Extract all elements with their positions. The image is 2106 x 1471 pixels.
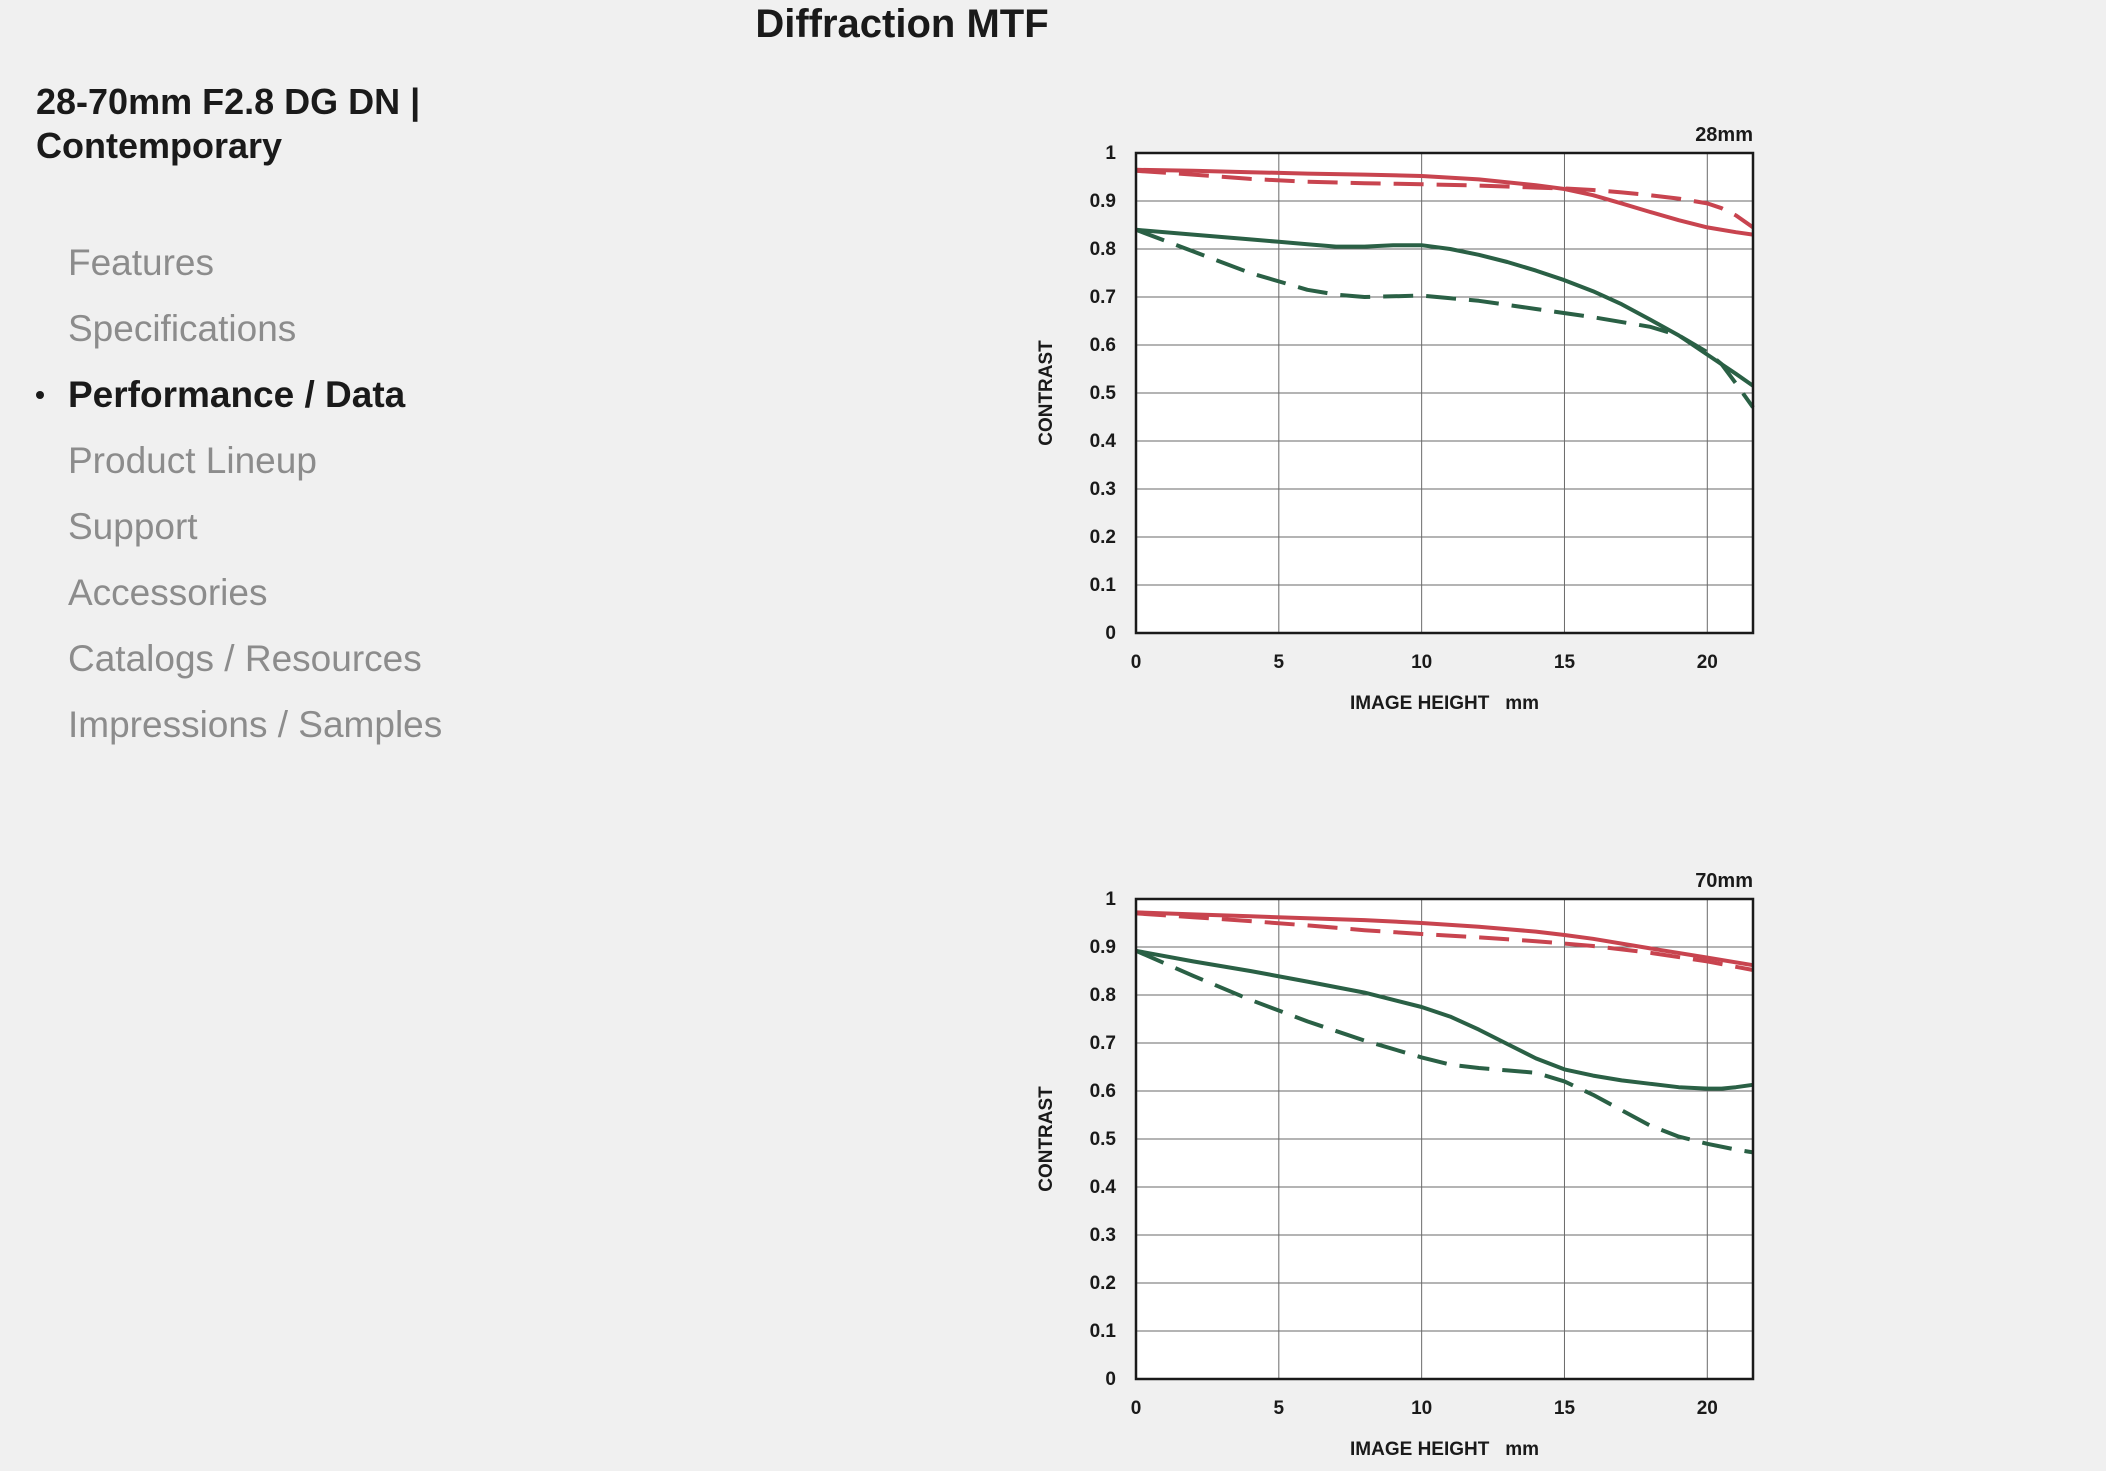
y-tick-label: 0.2 <box>1090 1273 1116 1294</box>
y-tick-label: 0.6 <box>1090 1081 1116 1102</box>
y-tick-label: 0.3 <box>1090 1225 1116 1246</box>
x-tick-label: 5 <box>1274 652 1285 673</box>
y-tick-label: 0.8 <box>1090 985 1116 1006</box>
x-tick-label: 0 <box>1131 1398 1142 1419</box>
nav-item-product-lineup[interactable]: Product Lineup <box>0 436 560 502</box>
x-tick-label: 15 <box>1554 652 1576 673</box>
y-tick-label: 0.1 <box>1090 575 1117 596</box>
y-tick-label: 0.8 <box>1090 239 1116 260</box>
y-tick-label: 0.4 <box>1090 1177 1117 1198</box>
y-tick-label: 0.2 <box>1090 527 1116 548</box>
nav-item-label: Features <box>68 242 215 283</box>
x-axis-label: IMAGE HEIGHT mm <box>1350 693 1539 714</box>
y-tick-label: 0.6 <box>1090 335 1116 356</box>
mtf-series-green-solid <box>1135 227 1755 388</box>
x-tick-label: 20 <box>1697 1398 1718 1419</box>
mtf-chart-28mm: 0 0.1 0.2 0.3 0.4 0.5 0.6 0.7 0.8 0.9 1 0 5 10 15 20 28m… <box>1000 100 1800 720</box>
product-title-line1: 28-70mm F2.8 DG DN | <box>36 81 421 122</box>
side-nav: Features Specifications Performance / Da… <box>0 238 560 766</box>
y-axis-label: CONTRAST <box>1036 340 1057 446</box>
y-tick-label: 0.7 <box>1090 287 1116 308</box>
mtf-chart-28mm-svg: 00.10.20.30.40.50.60.70.80.910 5 10 15 2028m… <box>1036 124 1755 714</box>
y-tick-label: 0 <box>1105 1369 1116 1390</box>
nav-item-catalogs-resources[interactable]: Catalogs / Resources <box>0 634 560 700</box>
x-tick-label: 0 <box>1131 652 1142 673</box>
product-title: 28-70mm F2.8 DG DN | Contemporary <box>36 80 556 168</box>
nav-item-accessories[interactable]: Accessories <box>0 568 560 634</box>
y-tick-label: 0.1 <box>1090 1321 1117 1342</box>
y-tick-label: 0.9 <box>1090 937 1116 958</box>
x-axis-label: IMAGE HEIGHT mm <box>1350 1439 1539 1460</box>
mtf-series-red-dashed <box>1135 168 1755 230</box>
nav-item-label: Support <box>68 506 198 547</box>
nav-item-support[interactable]: Support <box>0 502 560 568</box>
mtf-series-green-dashed <box>1135 227 1755 409</box>
y-axis-label: CONTRAST <box>1036 1086 1057 1192</box>
nav-item-label: Product Lineup <box>68 440 317 481</box>
x-tick-label: 20 <box>1697 652 1718 673</box>
x-tick-label: 10 <box>1411 652 1432 673</box>
nav-item-label: Performance / Data <box>68 374 406 415</box>
nav-item-performance-data[interactable]: Performance / Data <box>0 370 560 436</box>
mtf-chart-70mm: 0 0.1 0.2 0.3 0.4 0.5 0.6 0.7 0.8 0.9 1 0 5 10 15 20 70m… <box>1000 846 1800 1466</box>
x-tick-label: 15 <box>1554 1398 1576 1419</box>
mtf-series-red-dashed <box>1135 911 1754 972</box>
y-tick-label: 1 <box>1105 889 1116 910</box>
x-tick-label: 5 <box>1274 1398 1285 1419</box>
x-tick-label: 10 <box>1411 1398 1432 1419</box>
y-tick-label: 0.7 <box>1090 1033 1116 1054</box>
y-tick-label: 0.9 <box>1090 191 1116 212</box>
mtf-chart-70mm-svg: 00.10.20.30.40.50.60.70.80.910 5 10 15 2070m… <box>1036 870 1755 1460</box>
mtf-series-green-solid <box>1135 948 1754 1091</box>
chart-title: 70mm <box>1695 870 1753 892</box>
nav-item-label: Specifications <box>68 308 297 349</box>
chart-title: 28mm <box>1695 124 1753 146</box>
nav-item-impressions-samples[interactable]: Impressions / Samples <box>0 700 560 766</box>
mtf-series-green-dashed <box>1135 948 1754 1155</box>
nav-item-label: Catalogs / Resources <box>68 638 422 679</box>
page-title: Diffraction MTF <box>755 2 1049 46</box>
plot-frame <box>1134 897 1755 1381</box>
plot-frame <box>1134 151 1755 635</box>
nav-item-label: Accessories <box>68 572 268 613</box>
active-bullet-icon <box>36 391 44 399</box>
mtf-series-red-solid <box>1135 910 1754 968</box>
y-tick-label: 0.5 <box>1090 1129 1117 1150</box>
y-tick-label: 0.3 <box>1090 479 1116 500</box>
nav-item-label: Impressions / Samples <box>68 704 443 745</box>
y-tick-label: 0 <box>1105 623 1116 644</box>
y-tick-label: 1 <box>1105 143 1116 164</box>
y-tick-label: 0.5 <box>1090 383 1117 404</box>
nav-item-specifications[interactable]: Specifications <box>0 304 560 370</box>
y-tick-label: 0.4 <box>1090 431 1117 452</box>
nav-item-features[interactable]: Features <box>0 238 560 304</box>
product-title-line2: Contemporary <box>36 125 283 166</box>
